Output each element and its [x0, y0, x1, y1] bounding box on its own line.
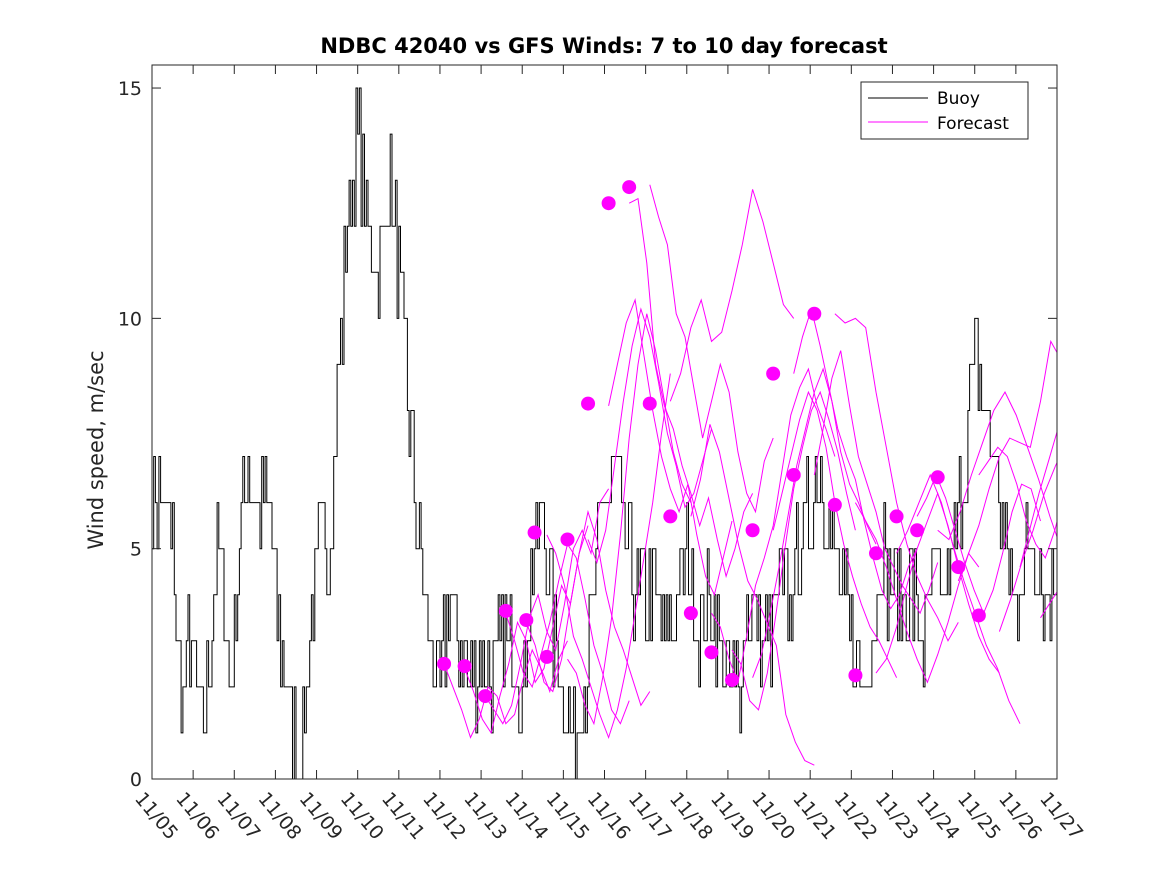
forecast-run-line-18	[813, 350, 939, 615]
forecast-run-line-10	[649, 184, 774, 514]
forecast-run-line-12	[690, 424, 815, 766]
forecast-run-line-19	[834, 313, 959, 642]
y-tick-label: 5	[130, 539, 142, 561]
forecast-run-line-6	[567, 313, 692, 726]
y-axis-label: Wind speed, m/sec	[84, 350, 108, 549]
forecast-marker-2	[478, 689, 493, 704]
forecast-run-line-14	[731, 390, 856, 711]
forecast-marker-21	[848, 668, 863, 683]
forecast-marker-25	[930, 470, 945, 485]
forecast-marker-11	[642, 396, 657, 411]
forecast-marker-23	[889, 509, 904, 524]
forecast-run-line-26	[978, 446, 1057, 559]
forecast-marker-20	[827, 497, 842, 512]
forecast-marker-27	[971, 608, 986, 623]
forecast-marker-1	[457, 659, 472, 674]
forecast-run-line-4	[525, 509, 651, 707]
legend-buoy-label: Buoy	[937, 89, 980, 109]
forecast-run-line-5	[546, 373, 671, 740]
forecast-marker-8	[581, 396, 596, 411]
forecast-marker-26	[951, 560, 966, 575]
forecast-marker-16	[745, 523, 760, 538]
forecast-marker-3	[498, 603, 513, 618]
forecast-marker-0	[437, 656, 452, 671]
legend-forecast-label: Forecast	[937, 114, 1009, 134]
forecast-run-line-7	[587, 307, 712, 565]
forecast-marker-5	[527, 525, 542, 540]
y-tick-label: 10	[118, 308, 142, 330]
buoy-series-line	[152, 87, 1057, 779]
forecast-run-line-24	[937, 391, 1057, 541]
forecast-marker-24	[910, 523, 925, 538]
forecast-run-line-9	[628, 197, 754, 579]
forecast-run-line-11	[669, 189, 795, 402]
forecast-marker-10	[622, 180, 637, 195]
y-tick-label: 0	[130, 769, 142, 791]
forecast-marker-18	[786, 467, 801, 482]
forecast-run-line-15	[752, 367, 877, 678]
forecast-marker-19	[807, 306, 822, 321]
forecast-run-line-25	[957, 339, 1057, 582]
forecast-run-line-28	[1019, 430, 1057, 568]
forecast-marker-4	[519, 613, 534, 628]
legend: Buoy Forecast	[860, 81, 1029, 140]
forecast-marker-14	[704, 645, 719, 660]
y-tick-label: 15	[118, 78, 142, 100]
forecast-marker-22	[869, 546, 883, 561]
forecast-run-line-0	[443, 640, 568, 739]
forecast-marker-17	[766, 366, 781, 381]
forecast-run-line-27	[998, 461, 1057, 632]
forecast-marker-15	[725, 672, 740, 687]
chart-title: NDBC 42040 vs GFS Winds: 7 to 10 day for…	[320, 34, 887, 58]
forecast-marker-12	[663, 509, 678, 524]
forecast-marker-9	[601, 196, 616, 211]
forecast-marker-7	[560, 532, 575, 547]
legend-box	[860, 81, 1029, 140]
forecast-marker-13	[683, 606, 698, 621]
forecast-run-line-1	[464, 525, 589, 735]
forecast-marker-6	[539, 649, 554, 664]
forecast-run-line-20	[854, 502, 980, 684]
forecast-run-line-8	[608, 297, 733, 597]
